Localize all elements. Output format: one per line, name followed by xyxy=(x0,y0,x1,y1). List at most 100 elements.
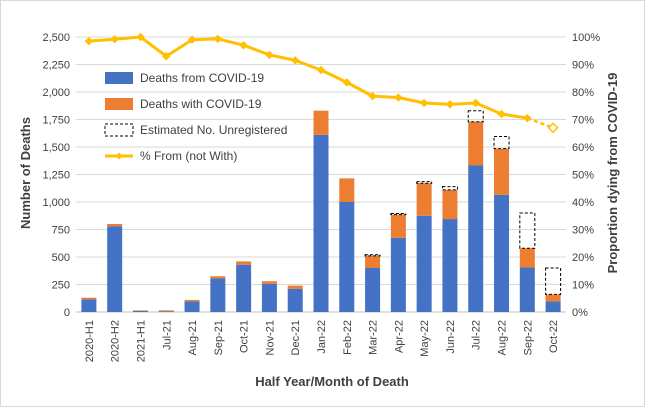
x-tick-label: Aug-22 xyxy=(497,320,509,355)
y-tick-label: 500 xyxy=(52,252,70,264)
bar-estimated-unregistered xyxy=(467,110,484,123)
legend: Deaths from COVID-19 Deaths with COVID-19… xyxy=(104,71,287,163)
bar-estimated-unregistered xyxy=(441,186,458,191)
y-tick-label: 1,250 xyxy=(42,170,70,182)
legend-label: Deaths with COVID-19 xyxy=(140,97,262,111)
bar-deaths-with-covid xyxy=(184,299,200,302)
line-marker xyxy=(316,65,326,75)
line-marker xyxy=(419,98,429,108)
bar-deaths-with-covid xyxy=(545,294,561,302)
x-tick-label: Sep-22 xyxy=(522,320,534,355)
y2-tick-label: 60% xyxy=(572,142,594,154)
y-tick-label: 2,250 xyxy=(42,60,70,72)
bar-deaths-with-covid xyxy=(494,148,510,195)
bar-deaths-with-covid xyxy=(416,183,432,216)
y2-tick-label: 40% xyxy=(572,197,594,209)
bar-deaths-from-covid xyxy=(132,310,148,312)
bar-deaths-with-covid xyxy=(210,276,226,279)
bar-estimated-unregistered xyxy=(390,213,407,216)
line-marker xyxy=(213,34,223,44)
y2-tick-label: 20% xyxy=(572,252,594,264)
bar-deaths-from-covid xyxy=(365,268,381,312)
legend-label: Deaths from COVID-19 xyxy=(140,71,264,85)
line-marker xyxy=(187,35,197,44)
x-tick-label: 2020-H1 xyxy=(84,320,96,362)
y-tick-label: 0 xyxy=(64,307,70,319)
bar-deaths-from-covid xyxy=(236,264,252,312)
bar-deaths-from-covid xyxy=(545,301,561,312)
y2-axis-ticks: 0% 10% 20% 30% 40% 50% 60% 70% 80% 90% 100% xyxy=(572,32,600,319)
x-tick-label: Sep-21 xyxy=(213,320,225,355)
bar-deaths-with-covid xyxy=(365,255,381,268)
x-tick-label: 2021-H1 xyxy=(135,320,147,362)
line-marker xyxy=(497,109,506,119)
line-percent-from-not-with xyxy=(88,35,528,120)
bar-estimated-unregistered xyxy=(493,136,510,150)
y2-tick-label: 50% xyxy=(572,170,594,182)
x-tick-label: Aug-21 xyxy=(187,320,199,355)
legend-label: Estimated No. Unregistered xyxy=(140,123,287,137)
y-tick-label: 2,500 xyxy=(42,32,70,44)
bar-estimated-unregistered xyxy=(416,181,433,184)
y2-tick-label: 30% xyxy=(572,225,594,237)
bar-estimated-unregistered xyxy=(364,254,381,257)
bar-deaths-with-covid xyxy=(158,310,174,312)
line-marker xyxy=(136,32,145,42)
bars-layer xyxy=(81,110,562,312)
bar-deaths-from-covid xyxy=(81,299,97,312)
legend-marker xyxy=(115,152,123,160)
bar-deaths-with-covid xyxy=(81,297,97,300)
bar-deaths-with-covid xyxy=(468,121,484,166)
bar-deaths-from-covid xyxy=(210,278,226,312)
line-layer xyxy=(84,32,559,134)
x-tick-label: Mar-22 xyxy=(368,320,380,355)
legend-swatch xyxy=(105,98,133,110)
x-tick-label: Jul-22 xyxy=(471,320,483,350)
bar-deaths-from-covid xyxy=(261,283,277,312)
y2-tick-label: 70% xyxy=(572,115,594,127)
x-tick-label: Jul-21 xyxy=(161,320,173,350)
bar-deaths-with-covid xyxy=(287,285,303,289)
bar-estimated-unregistered xyxy=(519,212,536,249)
y-tick-label: 1,500 xyxy=(42,142,70,154)
line-marker xyxy=(445,100,455,109)
bar-deaths-with-covid xyxy=(519,248,535,268)
y-tick-label: 1,750 xyxy=(42,115,70,127)
bar-estimated-unregistered xyxy=(545,267,562,295)
x-axis-title: Half Year/Month of Death xyxy=(255,374,409,389)
line-marker xyxy=(523,113,532,123)
y-tick-label: 1,000 xyxy=(42,197,70,209)
x-tick-label: Oct-21 xyxy=(239,320,251,353)
bar-deaths-from-covid xyxy=(519,267,535,312)
line-percent-estimated-segment xyxy=(526,116,554,129)
y2-tick-label: 90% xyxy=(572,60,594,72)
bar-deaths-from-covid xyxy=(339,202,355,312)
x-tick-label: Jun-22 xyxy=(445,320,457,354)
bar-deaths-from-covid xyxy=(184,301,200,312)
bar-deaths-with-covid xyxy=(442,189,458,220)
gridlines xyxy=(76,36,566,313)
line-marker xyxy=(265,50,274,60)
bar-deaths-with-covid xyxy=(132,310,148,311)
x-tick-label: Feb-22 xyxy=(342,320,354,355)
bar-deaths-from-covid xyxy=(158,311,174,312)
legend-swatch xyxy=(105,72,133,84)
y-tick-label: 750 xyxy=(52,225,70,237)
y-tick-label: 2,000 xyxy=(42,87,70,99)
bar-deaths-from-covid xyxy=(494,194,510,312)
x-tick-label: Nov-21 xyxy=(264,320,276,355)
y2-tick-label: 100% xyxy=(572,32,600,44)
line-marker xyxy=(110,34,119,44)
x-tick-label: Oct-22 xyxy=(548,320,560,353)
bar-deaths-from-covid xyxy=(313,134,329,312)
y2-axis-title: Proportion dying from COVID-19 xyxy=(605,73,620,274)
bar-deaths-with-covid xyxy=(313,110,329,135)
x-tick-label: Apr-22 xyxy=(393,320,405,353)
bar-deaths-with-covid xyxy=(236,261,252,265)
y2-tick-label: 10% xyxy=(572,280,594,292)
bar-deaths-from-covid xyxy=(442,219,458,312)
bar-deaths-with-covid xyxy=(339,178,355,202)
legend-label: % From (not With) xyxy=(140,149,237,163)
line-marker xyxy=(84,36,94,46)
